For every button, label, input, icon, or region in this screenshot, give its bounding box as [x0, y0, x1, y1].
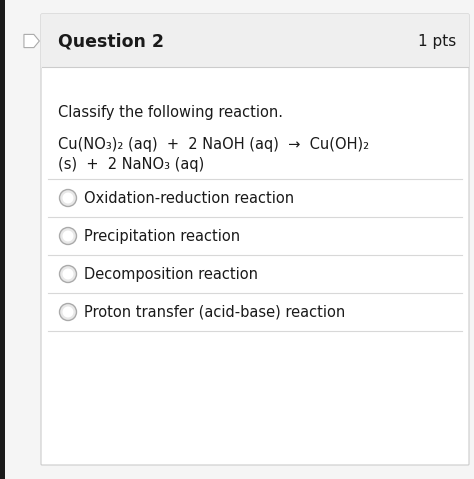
Text: Decomposition reaction: Decomposition reaction: [84, 266, 258, 282]
Text: 1 pts: 1 pts: [418, 34, 456, 48]
Text: Question 2: Question 2: [58, 32, 164, 50]
Text: Oxidation-reduction reaction: Oxidation-reduction reaction: [84, 191, 295, 205]
Circle shape: [63, 269, 73, 280]
Text: Precipitation reaction: Precipitation reaction: [84, 228, 241, 243]
Bar: [0, 0, 5, 479]
FancyBboxPatch shape: [41, 14, 469, 68]
Circle shape: [60, 304, 76, 320]
Circle shape: [60, 190, 76, 206]
Circle shape: [63, 307, 73, 318]
Circle shape: [60, 265, 76, 283]
Text: Cu(NO₃)₂ (aq)  +  2 NaOH (aq)  →  Cu(OH)₂: Cu(NO₃)₂ (aq) + 2 NaOH (aq) → Cu(OH)₂: [58, 137, 369, 152]
Text: (s)  +  2 NaNO₃ (aq): (s) + 2 NaNO₃ (aq): [58, 157, 204, 172]
Polygon shape: [24, 34, 39, 47]
Circle shape: [63, 230, 73, 241]
Circle shape: [60, 228, 76, 244]
FancyBboxPatch shape: [41, 14, 469, 465]
Text: Classify the following reaction.: Classify the following reaction.: [58, 105, 283, 120]
Circle shape: [63, 193, 73, 204]
Text: Proton transfer (acid-base) reaction: Proton transfer (acid-base) reaction: [84, 305, 346, 319]
